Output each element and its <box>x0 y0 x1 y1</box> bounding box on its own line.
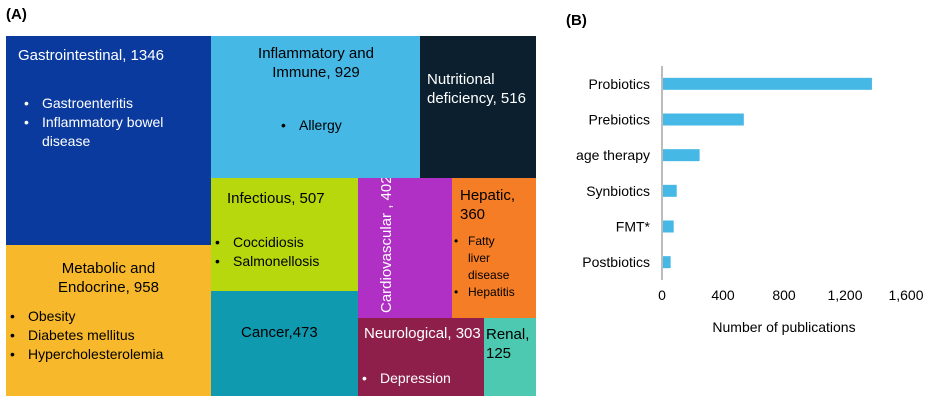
panel-b-label: (B) <box>566 12 587 29</box>
tile-item: Salmonellosis <box>211 252 358 271</box>
tile-items: Fatty liver disease Hepatitis <box>452 233 536 301</box>
tile-cancer: Cancer,473 <box>211 291 358 396</box>
bar <box>663 256 671 269</box>
tile-title: Inflammatory and Immune, 929 <box>258 45 374 81</box>
tile-metabolic-endocrine: Metabolic and Endocrine, 958 Obesity Dia… <box>6 245 211 396</box>
tile-title: Nutritional deficiency, 516 <box>427 71 526 107</box>
bar <box>663 113 744 126</box>
tile-title: Neurological, 303 <box>364 325 481 342</box>
tile-items: Depression <box>358 369 484 388</box>
tile-item: Gastroenteritis <box>20 94 200 113</box>
tile-inflammatory-immune: Inflammatory and Immune, 929 Allergy <box>211 36 420 178</box>
tile-item: Allergy <box>277 116 397 135</box>
y-tick-label: Synbiotics <box>586 183 650 199</box>
tile-item: Coccidiosis <box>211 233 358 252</box>
tile-item: Fatty liver disease <box>452 233 516 284</box>
y-tick-label: Prebiotics <box>589 112 650 128</box>
x-tick-label: 1,200 <box>827 287 862 303</box>
y-tick-label: Probiotics <box>589 76 650 92</box>
tile-neurological: Neurological, 303 Depression <box>358 318 484 396</box>
bar <box>663 77 872 90</box>
tile-title: Gastrointestinal, 1346 <box>18 47 164 64</box>
x-tick-label: 400 <box>711 287 735 303</box>
panel-a-label: (A) <box>6 6 27 23</box>
tile-item: Inflammatory bowel disease <box>20 113 200 151</box>
bar <box>663 220 674 233</box>
bar <box>663 149 700 162</box>
x-tick-label: 800 <box>772 287 796 303</box>
tile-items: Coccidiosis Salmonellosis <box>211 233 358 271</box>
tile-title: Metabolic and Endocrine, 958 <box>58 260 159 296</box>
x-tick-label: 0 <box>658 287 666 303</box>
y-tick-label: Phage therapy <box>576 147 650 163</box>
tile-item: Hypercholesterolemia <box>6 345 211 364</box>
treemap: Gastrointestinal, 1346 Gastroenteritis I… <box>0 0 560 402</box>
tile-items: Allergy <box>277 116 397 135</box>
tile-items: Obesity Diabetes mellitus Hypercholester… <box>6 307 211 364</box>
bar-chart: Probiotics Prebiotics Phage therapy Synbiot… <box>576 66 924 335</box>
x-tick-label: 1,600 <box>888 287 923 303</box>
tile-title: Renal, 125 <box>486 326 530 362</box>
tile-infectious: Infectious, 507 Coccidiosis Salmonellosi… <box>211 178 358 291</box>
tile-title: Cancer,473 <box>241 324 318 341</box>
y-tick-label: FMT* <box>616 219 651 235</box>
bar <box>663 184 677 197</box>
tile-item: Hepatitis <box>452 284 536 301</box>
tile-nutritional-deficiency: Nutritional deficiency, 516 <box>420 36 536 178</box>
y-tick-label: Postbiotics <box>582 254 650 270</box>
tile-title: Infectious, 507 <box>227 190 325 207</box>
tile-items: Gastroenteritis Inflammatory bowel disea… <box>20 94 200 151</box>
tile-item: Diabetes mellitus <box>6 326 211 345</box>
tile-title: Hepatic, 360 <box>460 187 516 223</box>
x-axis-label: Number of publications <box>712 319 855 335</box>
tile-item: Depression <box>358 369 484 388</box>
tile-item: Obesity <box>6 307 211 326</box>
tile-cardiovascular: Cardiovascular , 402 <box>358 178 452 318</box>
tile-hepatic: Hepatic, 360 Fatty liver disease Hepatit… <box>452 178 536 318</box>
tile-title: Cardiovascular , 402 <box>378 178 395 313</box>
tile-gastrointestinal: Gastrointestinal, 1346 Gastroenteritis I… <box>6 36 211 245</box>
tile-renal: Renal, 125 <box>484 318 536 396</box>
